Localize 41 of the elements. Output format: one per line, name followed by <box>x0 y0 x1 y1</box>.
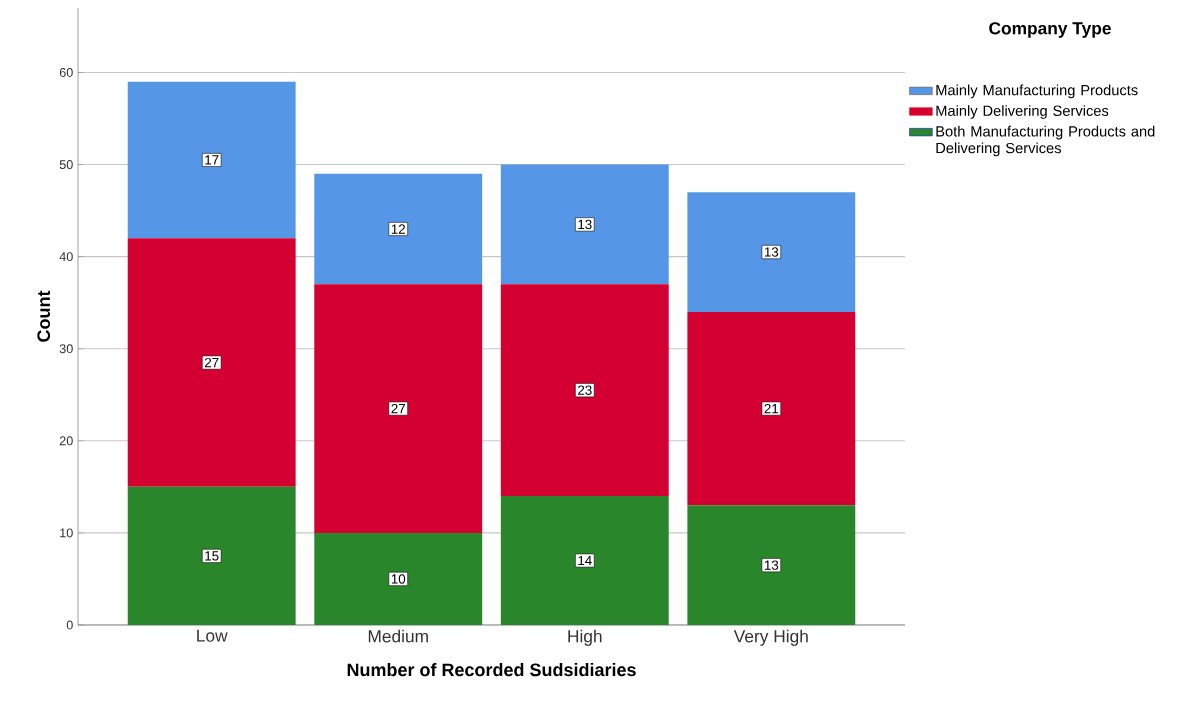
legend-title: Company Type <box>989 22 1111 38</box>
y-tick-label: 30 <box>59 344 73 354</box>
bar <box>687 311 856 506</box>
legend-label: Mainly Delivering Services <box>936 105 1109 119</box>
bar <box>127 81 296 239</box>
bar <box>687 505 856 625</box>
bar <box>500 496 669 625</box>
y-tick-label: 10 <box>60 528 73 538</box>
data-label: 27 <box>391 403 405 414</box>
bar <box>314 284 483 533</box>
bar <box>500 284 669 497</box>
y-tick-label: 20 <box>59 436 73 446</box>
x-tick-label: High <box>568 629 602 646</box>
bar <box>314 173 483 285</box>
y-tick-label: 0 <box>66 620 73 630</box>
data-label: 21 <box>764 403 779 414</box>
data-label: 23 <box>578 385 592 395</box>
data-label: 15 <box>205 551 219 561</box>
data-label: 14 <box>578 555 592 566</box>
data-label: 17 <box>205 155 219 165</box>
bar <box>127 238 296 487</box>
bar <box>687 192 856 312</box>
legend-label: Mainly Manufacturing Products <box>936 84 1138 99</box>
data-label: 13 <box>578 219 592 230</box>
y-tick-label: 50 <box>59 160 73 170</box>
y-axis-title: Count <box>37 290 51 342</box>
y-tick-label: 40 <box>59 252 73 262</box>
data-label: 13 <box>764 560 779 570</box>
data-label: 13 <box>764 247 779 257</box>
x-tick-label: Medium <box>368 629 428 643</box>
bar <box>314 532 483 625</box>
x-tick-label: Very High <box>733 629 808 646</box>
x-axis-title: Number of Recorded Sudsidiaries <box>347 663 636 677</box>
bar <box>127 486 296 625</box>
bar <box>500 164 669 285</box>
legend-label: Both Manufacturing Products and Delivering Services <box>936 125 1155 157</box>
data-label: 10 <box>391 574 406 584</box>
data-label: 12 <box>391 224 405 234</box>
y-tick-label: 60 <box>59 67 73 77</box>
data-label: 27 <box>204 357 219 368</box>
x-tick-label: Low <box>197 629 228 642</box>
